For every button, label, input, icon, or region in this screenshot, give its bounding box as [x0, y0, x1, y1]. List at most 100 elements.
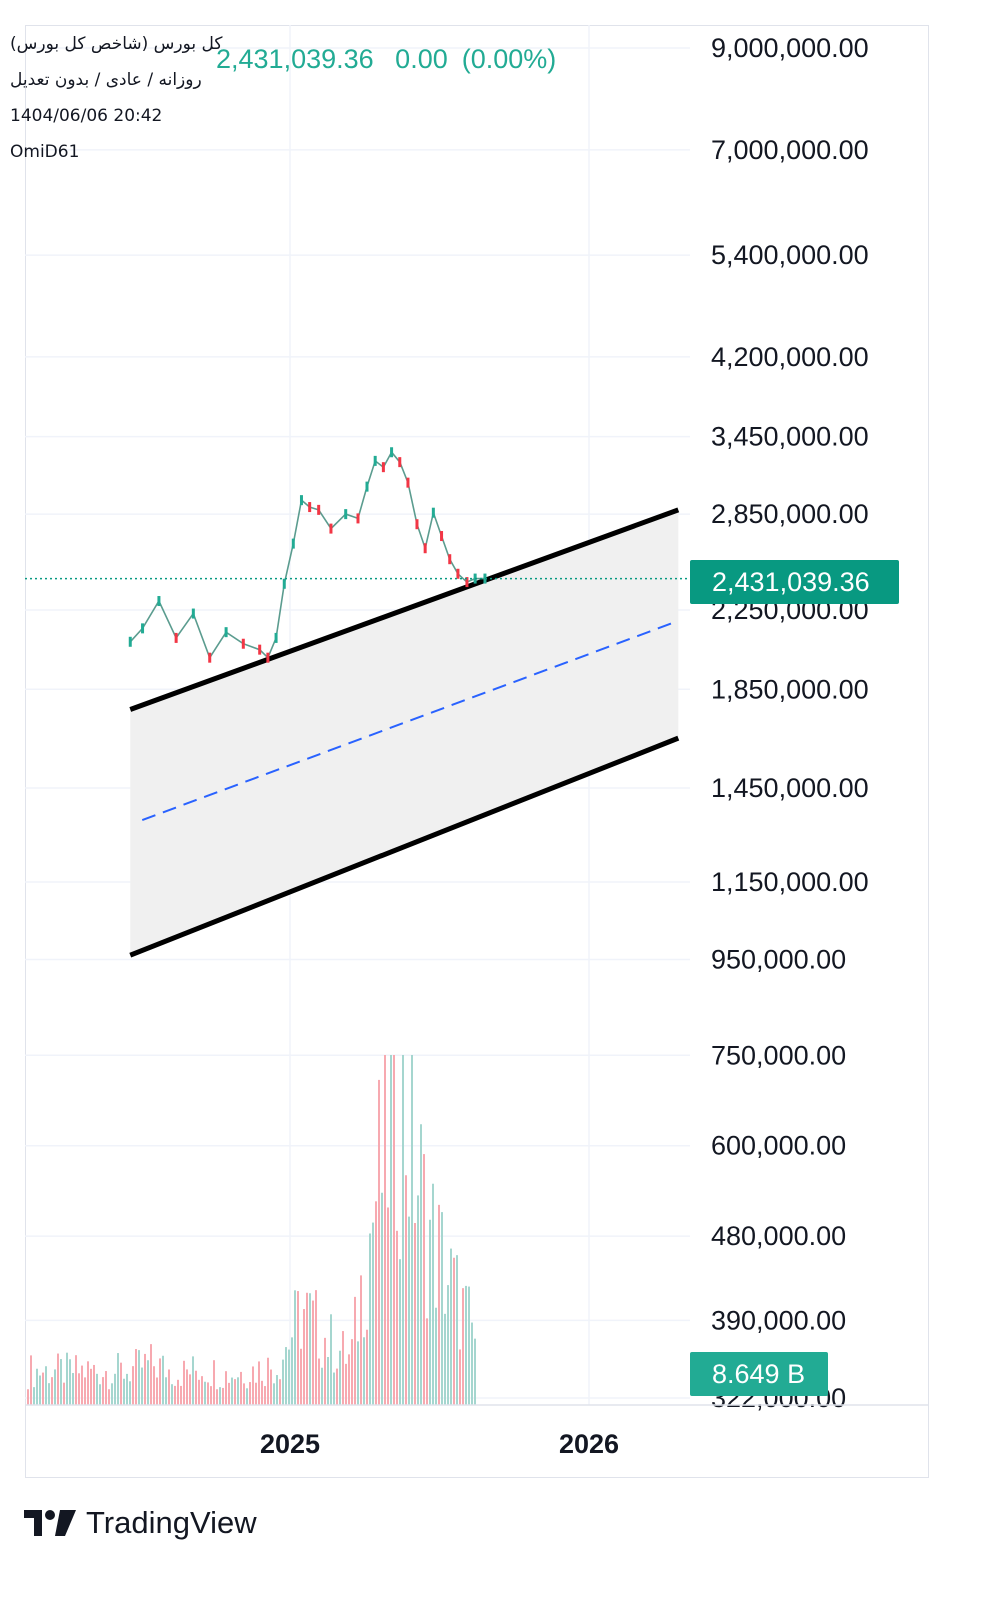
volume-bar	[90, 1368, 92, 1405]
price-point	[128, 636, 132, 647]
volume-bar	[78, 1373, 80, 1405]
y-tick-label: 3,450,000.00	[711, 422, 869, 452]
volume-bar	[150, 1344, 152, 1405]
volume-bar	[297, 1291, 299, 1405]
volume-bar	[306, 1292, 308, 1405]
volume-bar	[42, 1372, 44, 1405]
volume-bar	[333, 1372, 335, 1405]
volume-bar	[75, 1355, 77, 1405]
volume-bar	[195, 1370, 197, 1405]
volume-bar	[381, 1192, 383, 1405]
volume-bar	[330, 1314, 332, 1405]
volume-bar	[231, 1377, 233, 1405]
volume-bar	[54, 1369, 56, 1405]
last-price-badge: 2,431,039.36	[690, 560, 899, 604]
volume-bar	[447, 1285, 449, 1405]
y-tick-label: 1,150,000.00	[711, 867, 869, 897]
price-point	[317, 504, 321, 515]
volume-bar	[99, 1384, 101, 1405]
volume-bar	[159, 1358, 161, 1405]
y-tick-label: 9,000,000.00	[711, 33, 869, 63]
volume-bar	[213, 1360, 215, 1405]
price-point	[356, 513, 360, 524]
volume-bar	[312, 1300, 314, 1405]
volume-bar	[369, 1233, 371, 1405]
price-point	[329, 523, 333, 534]
volume-bar	[339, 1350, 341, 1405]
price-point	[344, 509, 348, 520]
price-point	[406, 477, 410, 488]
volume-bar	[207, 1382, 209, 1405]
volume-bar	[57, 1353, 59, 1405]
volume-bar	[291, 1337, 293, 1405]
volume-bar	[192, 1356, 194, 1405]
price-point	[174, 632, 178, 643]
volume-bar	[429, 1219, 431, 1405]
volume-bars	[27, 1055, 476, 1405]
volume-bar	[387, 1207, 389, 1405]
volume-bar	[237, 1377, 239, 1405]
volume-bar	[453, 1257, 455, 1405]
volume-bar	[408, 1216, 410, 1405]
volume-bar	[279, 1379, 281, 1405]
volume-bar	[363, 1337, 365, 1405]
volume-bar	[273, 1383, 275, 1405]
volume-bar	[96, 1373, 98, 1405]
brand[interactable]: TradingView	[24, 1505, 257, 1541]
y-tick-label: 390,000.00	[711, 1305, 846, 1335]
chart-settings: روزانه / عادی / بدون تعدیل	[10, 70, 202, 90]
volume-bar	[384, 1055, 386, 1405]
symbol-title[interactable]: کل بورس (شاخص کل بورس)	[10, 34, 223, 54]
price-point	[241, 638, 245, 649]
volume-bar	[336, 1368, 338, 1405]
volume-bar	[114, 1373, 116, 1405]
chart-frame	[25, 25, 929, 1478]
price-point	[191, 608, 195, 619]
volume-bar	[309, 1293, 311, 1405]
price-point	[381, 462, 385, 473]
volume-bar	[156, 1377, 158, 1405]
volume-bar	[456, 1255, 458, 1405]
y-tick-label: 950,000.00	[711, 944, 846, 974]
volume-bar	[39, 1375, 41, 1405]
volume-bar	[249, 1382, 251, 1405]
volume-bar	[444, 1313, 446, 1405]
volume-bar	[405, 1175, 407, 1405]
volume-bar	[51, 1377, 53, 1405]
volume-bar	[216, 1389, 218, 1405]
price-point	[423, 543, 427, 554]
volume-bar	[48, 1383, 50, 1405]
x-axis[interactable]: 2025 2026	[25, 1404, 928, 1459]
volume-bar	[219, 1387, 221, 1405]
volume-bar	[33, 1387, 35, 1405]
volume-bar	[132, 1366, 134, 1405]
y-tick-label: 600,000.00	[711, 1131, 846, 1161]
volume-bar	[342, 1331, 344, 1405]
volume-bar	[138, 1350, 140, 1405]
volume-badge: 8.649 B	[690, 1352, 828, 1396]
volume-bar	[198, 1379, 200, 1405]
volume-bar	[366, 1329, 368, 1405]
volume-bar	[399, 1259, 401, 1405]
y-tick-label: 1,850,000.00	[711, 674, 869, 704]
price-point	[299, 495, 303, 506]
volume-bar	[111, 1383, 113, 1405]
volume-bar	[120, 1362, 122, 1405]
volume-bar	[168, 1369, 170, 1405]
y-tick-label: 1,450,000.00	[711, 773, 869, 803]
volume-bar	[459, 1349, 461, 1405]
volume-bar	[171, 1384, 173, 1405]
volume-bar	[402, 1055, 404, 1405]
price-point	[224, 627, 228, 638]
y-tick-label: 2,850,000.00	[711, 499, 869, 529]
y-tick-label: 750,000.00	[711, 1040, 846, 1070]
y-axis[interactable]: 9,000,000.00 7,000,000.00 5,400,000.00 4,20…	[711, 33, 869, 1413]
volume-bar	[393, 1055, 395, 1405]
volume-bar	[351, 1339, 353, 1405]
volume-bar	[153, 1366, 155, 1405]
volume-bar	[252, 1366, 254, 1405]
regression-channel[interactable]	[129, 507, 680, 958]
price-point	[398, 457, 402, 468]
volume-bar	[318, 1358, 320, 1405]
